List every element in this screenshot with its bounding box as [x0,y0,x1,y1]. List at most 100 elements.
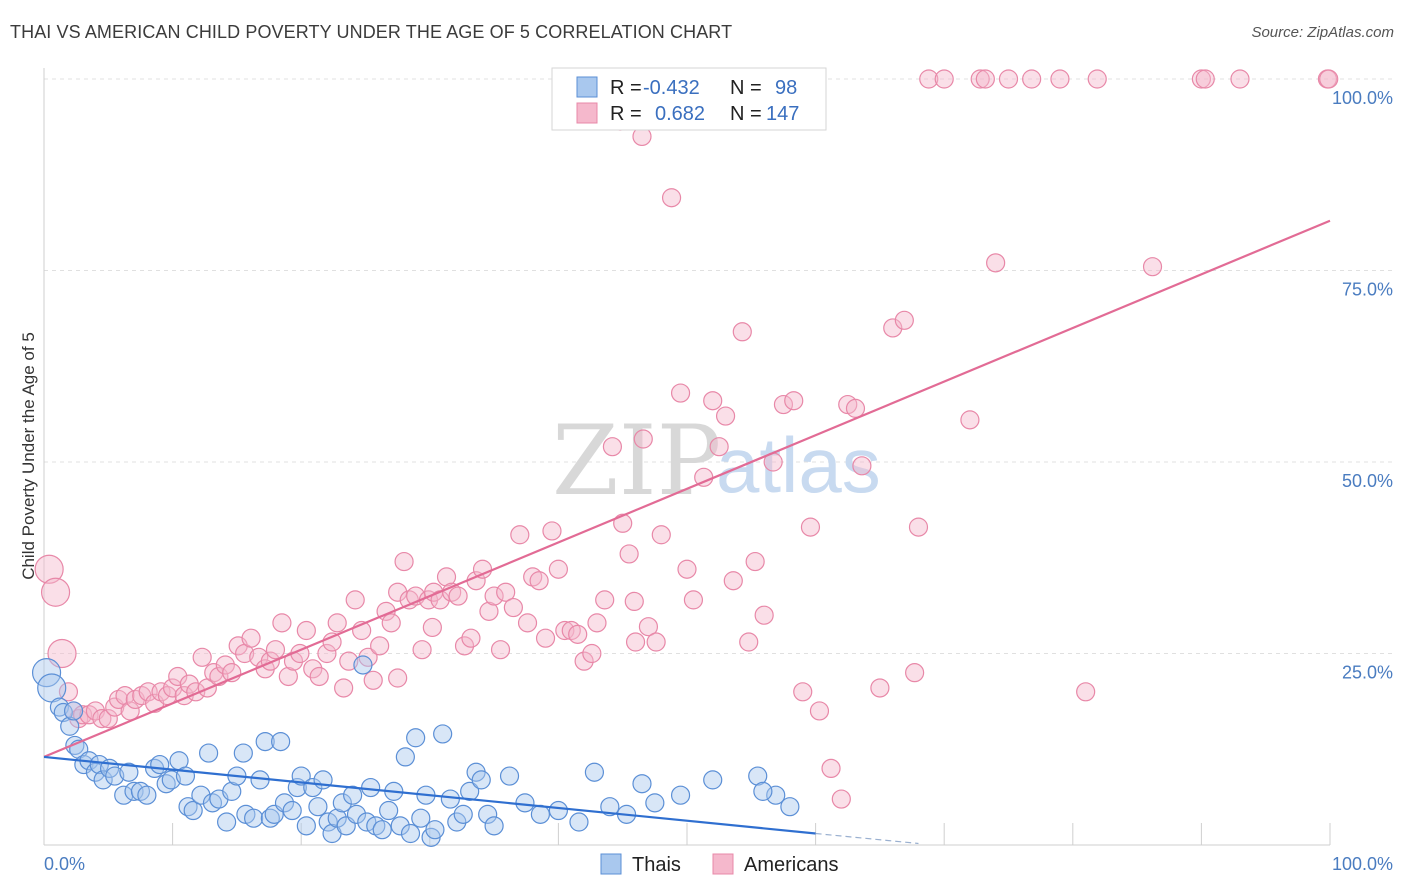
americans-point [303,659,323,679]
americans-point [327,613,347,633]
thais-point [748,766,768,786]
thais-point [766,785,786,805]
x-ticks [43,823,1331,845]
americans-point [970,69,990,89]
thais-point [346,804,367,824]
y-axis-label: Child Poverty Under the Age of 5 [19,332,38,580]
thais-points [31,655,800,847]
thais-point [150,754,170,775]
thais-point [274,793,295,813]
thais-point [199,743,219,763]
thais-point [632,774,652,794]
y-tick-label-50: 50.0% [1342,471,1393,491]
americans-point [1319,69,1339,89]
americans-point [986,253,1006,273]
thais-point [271,731,291,752]
americans-point [1230,69,1250,89]
thais-point [31,658,62,688]
thais-point [93,770,113,790]
thais-point [484,816,504,836]
legend-n-label-americans: N = [730,103,762,125]
americans-point [1087,69,1107,89]
americans-point [905,663,925,683]
americans-point [535,628,556,648]
thais-point [89,754,109,775]
americans-point [510,525,530,545]
chart-title: THAI VS AMERICAN CHILD POVERTY UNDER THE… [10,22,733,42]
americans-point [47,638,77,669]
americans-point [568,624,588,644]
americans-point [773,394,794,415]
americans-point [490,640,511,660]
thais-point [372,820,392,840]
americans-point [703,391,723,411]
americans-point [732,322,752,342]
americans-point [602,437,623,457]
americans-point [454,636,475,656]
chart-source: Source: ZipAtlas.com [1251,24,1394,41]
americans-point [919,69,939,89]
thais-point [260,808,280,828]
americans-point [960,410,980,430]
x-tick-label-max: 100.0% [1332,854,1393,874]
americans-point [809,701,830,721]
thais-point [400,823,421,844]
americans-point [625,632,646,652]
y-tick-label-25: 25.0% [1342,663,1393,683]
americans-point [998,69,1019,89]
americans-point [677,559,697,579]
bottom-legend-label-thais: Thais [632,854,681,876]
americans-point [309,666,329,687]
bottom-legend-label-americans: Americans [744,854,838,876]
americans-point [461,628,481,648]
americans-point [542,521,562,541]
americans-point [388,668,408,688]
thais-point [183,800,203,821]
thais-point [244,808,264,828]
thais-point [343,785,363,805]
legend-n-value-thais: 98 [775,77,797,99]
thais-point [569,812,589,832]
americans-point [115,686,135,706]
thais-point [233,743,253,763]
americans-point [215,655,235,675]
americans-point [40,577,71,607]
bottom-legend: Thais Americans [600,853,838,876]
thais-point [191,785,211,805]
bottom-legend-swatch-thais [600,853,622,875]
thais-point [178,797,198,817]
americans-point [821,758,841,779]
americans-point [574,651,594,671]
americans-point [484,586,504,606]
thais-point [440,789,460,809]
americans-point [633,429,653,449]
thais-point [222,781,242,801]
watermark-zip: ZIP [552,405,721,517]
trendlines [43,219,1331,845]
thais-point [670,785,691,805]
americans-point [870,678,890,698]
americans-point [1050,69,1070,89]
thais-point [645,793,665,813]
thais-point [296,816,316,836]
americans-point [852,456,872,476]
americans-point [1142,257,1163,277]
thais-point [515,793,535,813]
thais-point [124,781,144,801]
americans-point [646,632,666,652]
americans-point [894,310,914,330]
y-tick-labels: 25.0% 50.0% 75.0% 100.0% [1332,88,1393,683]
americans-point [503,597,523,618]
americans-point [363,670,383,690]
americans-point [98,709,118,729]
thais-point [379,800,399,821]
thais-point [217,812,237,832]
thais-point [63,701,84,721]
americans-point [370,636,390,656]
thais-point [425,820,445,840]
thais-point [780,797,800,817]
legend-r-label-thais: R = [610,77,642,99]
thais-trendline-extension [815,832,919,845]
thais-point [453,804,473,824]
